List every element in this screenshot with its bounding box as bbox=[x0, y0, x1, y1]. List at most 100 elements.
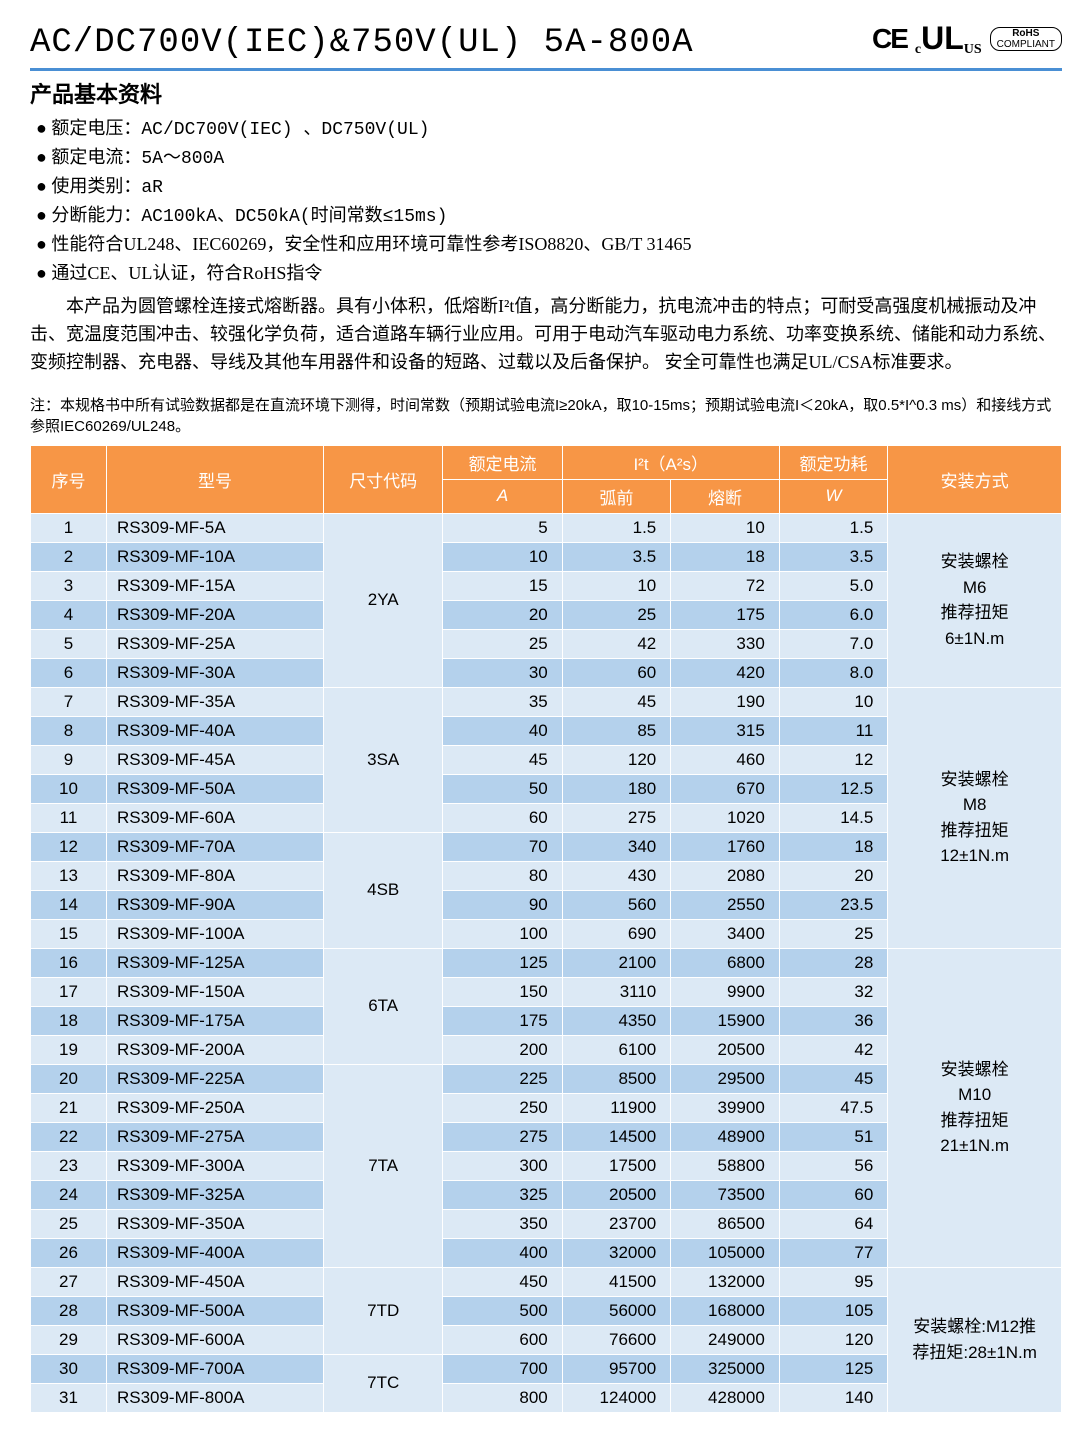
cell-melt: 15900 bbox=[671, 1006, 780, 1035]
cell-model: RS309-MF-5A bbox=[106, 513, 323, 542]
spec-bullet: 通过CE、UL认证，符合RoHS指令 bbox=[36, 260, 1062, 289]
cell-seq: 29 bbox=[31, 1325, 107, 1354]
cell-watt: 105 bbox=[779, 1296, 888, 1325]
cell-melt: 48900 bbox=[671, 1122, 780, 1151]
cell-melt: 39900 bbox=[671, 1093, 780, 1122]
cell-amp: 200 bbox=[443, 1035, 562, 1064]
cell-melt: 420 bbox=[671, 658, 780, 687]
cell-amp: 90 bbox=[443, 890, 562, 919]
cell-model: RS309-MF-175A bbox=[106, 1006, 323, 1035]
cell-pre: 120 bbox=[562, 745, 671, 774]
cell-model: RS309-MF-100A bbox=[106, 919, 323, 948]
rohs-logo-icon: RoHSCOMPLIANT bbox=[990, 27, 1062, 51]
cell-amp: 5 bbox=[443, 513, 562, 542]
cell-watt: 51 bbox=[779, 1122, 888, 1151]
cell-watt: 3.5 bbox=[779, 542, 888, 571]
cul-logo-icon: cULUS bbox=[915, 20, 982, 58]
cell-watt: 6.0 bbox=[779, 600, 888, 629]
cell-pre: 3110 bbox=[562, 977, 671, 1006]
footnote: 注：本规格书中所有试验数据都是在直流环境下测得，时间常数（预期试验电流I≥20k… bbox=[30, 395, 1062, 437]
cell-seq: 14 bbox=[31, 890, 107, 919]
cell-amp: 175 bbox=[443, 1006, 562, 1035]
cell-size: 6TA bbox=[324, 948, 443, 1064]
cell-amp: 50 bbox=[443, 774, 562, 803]
col-watt-unit: W bbox=[779, 479, 888, 513]
cell-amp: 40 bbox=[443, 716, 562, 745]
cell-watt: 8.0 bbox=[779, 658, 888, 687]
cell-model: RS309-MF-60A bbox=[106, 803, 323, 832]
cell-melt: 1020 bbox=[671, 803, 780, 832]
cell-seq: 13 bbox=[31, 861, 107, 890]
cell-amp: 25 bbox=[443, 629, 562, 658]
cell-seq: 12 bbox=[31, 832, 107, 861]
cell-model: RS309-MF-35A bbox=[106, 687, 323, 716]
cell-amp: 325 bbox=[443, 1180, 562, 1209]
cell-pre: 25 bbox=[562, 600, 671, 629]
cell-melt: 670 bbox=[671, 774, 780, 803]
cell-pre: 560 bbox=[562, 890, 671, 919]
cell-melt: 105000 bbox=[671, 1238, 780, 1267]
cell-model: RS309-MF-500A bbox=[106, 1296, 323, 1325]
cell-pre: 10 bbox=[562, 571, 671, 600]
cell-seq: 18 bbox=[31, 1006, 107, 1035]
cell-melt: 315 bbox=[671, 716, 780, 745]
cell-size: 4SB bbox=[324, 832, 443, 948]
cell-melt: 2550 bbox=[671, 890, 780, 919]
bullet-label: 分断能力： bbox=[51, 205, 141, 225]
col-install: 安装方式 bbox=[888, 445, 1062, 513]
spec-bullet-list: 额定电压：AC/DC700V(IEC) 、DC750V(UL)额定电流：5A～8… bbox=[30, 115, 1062, 289]
cell-install: 安装螺栓M8推荐扭矩12±1N.m bbox=[888, 687, 1062, 948]
cell-seq: 16 bbox=[31, 948, 107, 977]
table-header: 序号 型号 尺寸代码 额定电流 I²t（A²s） 额定功耗 安装方式 A 弧前 … bbox=[31, 445, 1062, 513]
cell-seq: 11 bbox=[31, 803, 107, 832]
cell-melt: 428000 bbox=[671, 1383, 780, 1412]
cell-pre: 42 bbox=[562, 629, 671, 658]
cell-pre: 45 bbox=[562, 687, 671, 716]
cell-watt: 56 bbox=[779, 1151, 888, 1180]
cell-melt: 3400 bbox=[671, 919, 780, 948]
cell-pre: 340 bbox=[562, 832, 671, 861]
cell-watt: 32 bbox=[779, 977, 888, 1006]
cell-size: 3SA bbox=[324, 687, 443, 832]
cell-melt: 175 bbox=[671, 600, 780, 629]
cell-pre: 32000 bbox=[562, 1238, 671, 1267]
cell-size: 7TA bbox=[324, 1064, 443, 1267]
table-row: 27RS309-MF-450A7TD4504150013200095安装螺栓:M… bbox=[31, 1267, 1062, 1296]
section-heading: 产品基本资料 bbox=[30, 77, 1062, 109]
cell-watt: 11 bbox=[779, 716, 888, 745]
cell-pre: 690 bbox=[562, 919, 671, 948]
cell-model: RS309-MF-275A bbox=[106, 1122, 323, 1151]
cell-amp: 700 bbox=[443, 1354, 562, 1383]
cell-model: RS309-MF-50A bbox=[106, 774, 323, 803]
table-row: 7RS309-MF-35A3SA354519010安装螺栓M8推荐扭矩12±1N… bbox=[31, 687, 1062, 716]
cell-model: RS309-MF-80A bbox=[106, 861, 323, 890]
cell-seq: 31 bbox=[31, 1383, 107, 1412]
cell-watt: 28 bbox=[779, 948, 888, 977]
cell-seq: 28 bbox=[31, 1296, 107, 1325]
cell-watt: 20 bbox=[779, 861, 888, 890]
cell-amp: 35 bbox=[443, 687, 562, 716]
cell-amp: 400 bbox=[443, 1238, 562, 1267]
cell-seq: 2 bbox=[31, 542, 107, 571]
bullet-label: 额定电流： bbox=[51, 147, 141, 167]
cell-seq: 25 bbox=[31, 1209, 107, 1238]
cell-watt: 18 bbox=[779, 832, 888, 861]
cell-pre: 60 bbox=[562, 658, 671, 687]
cell-watt: 25 bbox=[779, 919, 888, 948]
cell-amp: 125 bbox=[443, 948, 562, 977]
cell-seq: 9 bbox=[31, 745, 107, 774]
cell-model: RS309-MF-350A bbox=[106, 1209, 323, 1238]
cell-amp: 150 bbox=[443, 977, 562, 1006]
cell-seq: 4 bbox=[31, 600, 107, 629]
cell-amp: 800 bbox=[443, 1383, 562, 1412]
cell-watt: 47.5 bbox=[779, 1093, 888, 1122]
cell-pre: 23700 bbox=[562, 1209, 671, 1238]
cell-pre: 430 bbox=[562, 861, 671, 890]
cell-seq: 5 bbox=[31, 629, 107, 658]
cell-seq: 10 bbox=[31, 774, 107, 803]
cell-model: RS309-MF-200A bbox=[106, 1035, 323, 1064]
cell-amp: 225 bbox=[443, 1064, 562, 1093]
spec-table: 序号 型号 尺寸代码 额定电流 I²t（A²s） 额定功耗 安装方式 A 弧前 … bbox=[30, 445, 1062, 1413]
cell-install: 安装螺栓M6推荐扭矩6±1N.m bbox=[888, 513, 1062, 687]
product-description: 本产品为圆管螺栓连接式熔断器。具有小体积，低熔断I²t值，高分断能力，抗电流冲击… bbox=[30, 293, 1062, 377]
